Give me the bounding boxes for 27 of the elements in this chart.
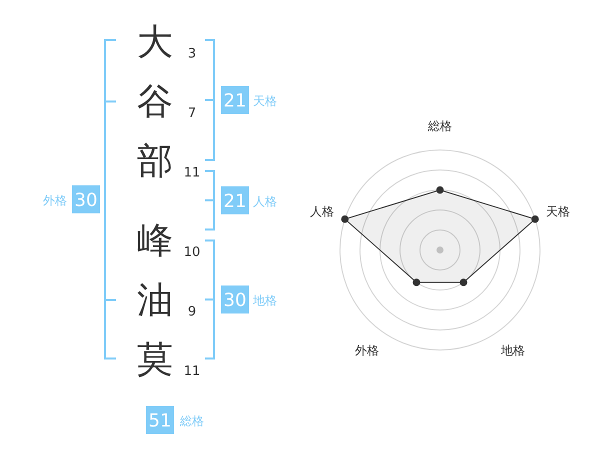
- category-label: 峰: [137, 220, 173, 261]
- category-label: 人格: [253, 194, 277, 208]
- category-label: 部: [137, 140, 173, 182]
- category-label: 外格: [43, 193, 67, 208]
- spoke-label: 総格: [427, 119, 452, 133]
- category-label: 天格: [253, 94, 277, 108]
- data-label: 21: [224, 90, 246, 112]
- category-label: 谷: [137, 81, 173, 122]
- data-label: 21: [224, 190, 246, 212]
- category-label: 油: [137, 280, 173, 320]
- spoke-label: 天格: [546, 204, 570, 219]
- data-label: 7: [188, 106, 196, 121]
- data-label: 30: [224, 290, 246, 311]
- category-label: 総格: [179, 414, 204, 428]
- data-label: 3: [188, 46, 196, 62]
- category-label: 大: [137, 22, 173, 62]
- spoke-label: 地格: [500, 343, 525, 358]
- data-label: 30: [74, 190, 98, 211]
- spoke-label: 人格: [310, 204, 334, 219]
- data-label: 11: [184, 166, 200, 180]
- data-label: 9: [188, 304, 196, 320]
- data-label: 10: [184, 245, 200, 260]
- category-label: 地格: [252, 294, 277, 308]
- data-label: 51: [148, 410, 172, 432]
- data-label: 11: [184, 364, 200, 379]
- spoke-label: 外格: [355, 343, 380, 358]
- category-label: 莫: [137, 339, 173, 380]
